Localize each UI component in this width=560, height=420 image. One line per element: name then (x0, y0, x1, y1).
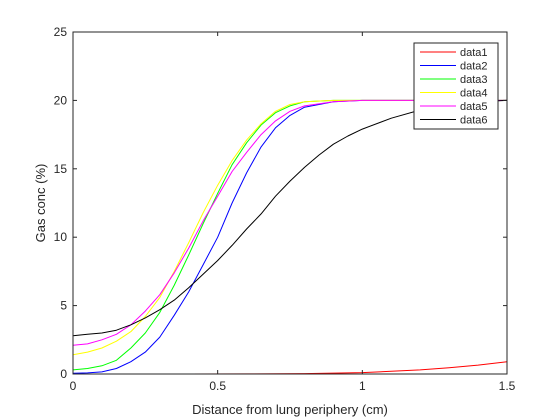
y-tick-label: 20 (54, 93, 68, 107)
x-tick-label: 0.5 (209, 379, 226, 393)
legend-label-data1: data1 (460, 47, 488, 59)
legend-label-data5: data5 (460, 101, 488, 113)
y-tick-label: 10 (54, 230, 68, 244)
y-tick-label: 25 (54, 25, 68, 39)
y-tick-label: 15 (54, 162, 68, 176)
axes-box (72, 31, 508, 375)
x-tick-label: 0 (70, 379, 77, 393)
y-tick-label: 0 (60, 367, 67, 381)
x-tick-label: 1 (359, 379, 366, 393)
series-line-data6 (72, 99, 508, 337)
x-tick-label: 1.5 (499, 379, 516, 393)
legend-label-data4: data4 (460, 88, 488, 100)
y-axis-label: Gas conc (%) (33, 164, 48, 243)
x-axis-label: Distance from lung periphery (cm) (192, 402, 388, 417)
legend-label-data6: data6 (460, 115, 488, 127)
legend-label-data2: data2 (460, 61, 488, 73)
y-tick-label: 5 (60, 299, 67, 313)
legend-label-data3: data3 (460, 74, 488, 86)
axes: 0 0.5 1 1.5 0 5 10 15 20 25 (54, 25, 516, 393)
legend-box (413, 42, 499, 130)
series-line-data5 (72, 99, 507, 346)
